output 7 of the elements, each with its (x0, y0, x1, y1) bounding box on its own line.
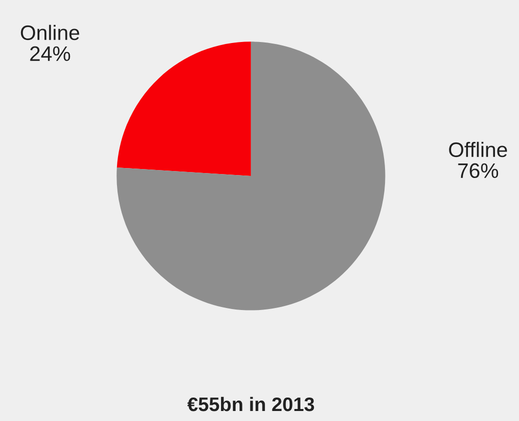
slice-label: Online (20, 24, 80, 40)
slice-label: Offline (449, 142, 507, 158)
text: €55bn in 2013 (187, 396, 314, 412)
data-label: 76% (458, 163, 498, 178)
data-label: 24% (30, 46, 70, 61)
pie-slice (116, 42, 251, 176)
pie-slice (116, 42, 386, 310)
